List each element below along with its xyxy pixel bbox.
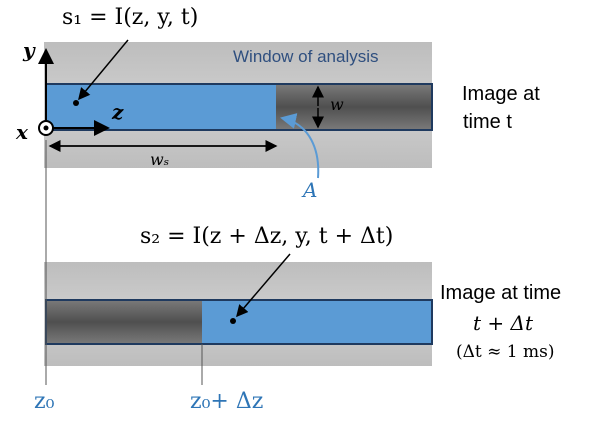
top-caption-line1: Image at [462, 83, 540, 105]
w-label: w [330, 95, 344, 114]
a-leader-arrow [280, 113, 320, 179]
bottom-caption-line3: (Δt ≈ 1 ms) [456, 342, 555, 362]
top-dark-band [276, 84, 432, 130]
top-caption-line2: time t [463, 111, 512, 133]
bottom-analysis-window [202, 300, 432, 344]
x-axis-label: x [16, 120, 28, 144]
bottom-caption-line1: Image at time [440, 282, 562, 304]
top-analysis-window [46, 84, 276, 130]
s1-point [73, 100, 79, 106]
window-of-analysis-label: Window of analysis [233, 47, 379, 66]
bottom-caption-line2: t + Δt [473, 311, 533, 335]
bottom-dark-band [46, 300, 202, 344]
s2-leader-arrow [236, 253, 291, 318]
y-axis-label: y [23, 38, 35, 62]
s1-formula: s₁ = I(z, y, t) [62, 5, 199, 30]
s1-leader-arrow [78, 39, 129, 101]
z0dz-label: z₀+ Δz [190, 389, 264, 414]
s2-point [230, 318, 236, 324]
x-axis-origin-dot [43, 125, 49, 131]
s2-formula: s₂ = I(z + Δz, y, t + Δt) [140, 224, 394, 249]
area-a-label: A [303, 178, 318, 202]
z0-label: z₀ [34, 389, 55, 414]
ws-label: wₛ [150, 150, 170, 169]
z-axis-label: z [112, 100, 124, 124]
